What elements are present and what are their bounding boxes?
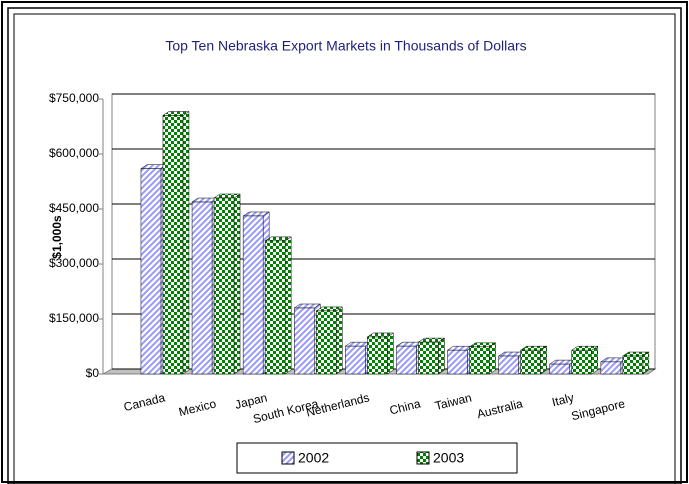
- x-tick-label: Australia: [475, 396, 524, 421]
- legend-label: 2002: [298, 450, 329, 466]
- chart-title: Top Ten Nebraska Export Markets in Thous…: [165, 38, 526, 54]
- bar: [316, 310, 337, 375]
- inner-frame: [7, 7, 682, 484]
- x-tick-label: Canada: [122, 390, 166, 414]
- bar: [447, 349, 468, 375]
- bar: [469, 346, 490, 375]
- bar-side: [489, 342, 496, 375]
- bar: [396, 345, 417, 375]
- legend-swatch: [416, 451, 430, 465]
- bar-side: [284, 236, 292, 375]
- bar: [294, 307, 315, 375]
- y-tick-label: $300,000: [49, 256, 99, 270]
- x-tick-label: China: [388, 396, 422, 417]
- bar: [213, 197, 235, 375]
- x-tick-label: Mexico: [177, 396, 218, 419]
- bar: [345, 345, 366, 375]
- bar: [600, 361, 622, 375]
- bar-side: [591, 345, 598, 375]
- bar: [571, 349, 592, 375]
- legend-swatch: [281, 451, 295, 465]
- bar: [367, 336, 388, 375]
- legend-label: 2003: [433, 450, 464, 466]
- bar: [264, 240, 286, 375]
- bar: [622, 355, 644, 375]
- y-tick-label: $450,000: [49, 201, 99, 215]
- bar: [242, 215, 264, 375]
- bar-side: [438, 337, 445, 375]
- bar-side: [387, 332, 394, 375]
- legend-box: [236, 442, 518, 474]
- bar: [140, 168, 162, 375]
- x-tick-label: Taiwan: [433, 390, 473, 413]
- bar: [162, 115, 184, 375]
- bar: [549, 363, 570, 375]
- y-tick-label: $0: [86, 366, 100, 380]
- y-tick-label: $750,000: [49, 91, 99, 105]
- y-axis-label: $1,000s: [50, 215, 64, 259]
- y-tick-label: $150,000: [49, 311, 99, 325]
- bar-side: [233, 193, 241, 375]
- x-tick-label: Netherlands: [305, 390, 371, 419]
- x-tick-label: Italy: [550, 390, 575, 409]
- bar-side: [336, 306, 343, 375]
- bar: [418, 341, 439, 375]
- bar: [191, 201, 213, 375]
- bar: [498, 355, 519, 375]
- chart-area-frame: [13, 13, 676, 484]
- x-tick-label: Singapore: [570, 396, 627, 423]
- y-tick-label: $600,000: [49, 146, 99, 160]
- bar-side: [182, 111, 190, 375]
- bar: [520, 349, 541, 375]
- bar-side: [540, 345, 547, 375]
